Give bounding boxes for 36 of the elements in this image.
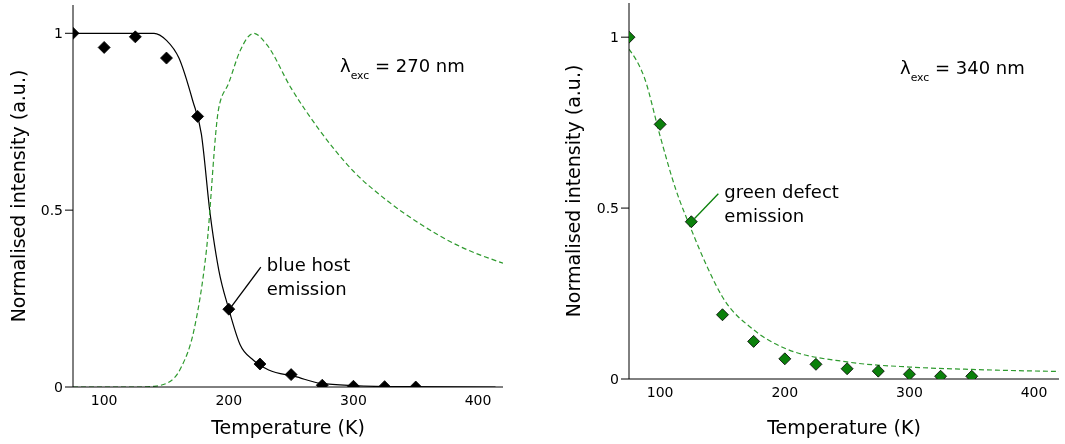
- y-tick-label: 0: [54, 378, 63, 395]
- y-axis-title: Normalised intensity (a.u.): [561, 64, 584, 318]
- point: [840, 362, 854, 376]
- point: [128, 30, 142, 44]
- annotation: blue host emission: [266, 254, 351, 300]
- point: [809, 357, 823, 371]
- point: [653, 117, 667, 131]
- point: [222, 302, 236, 316]
- y-tick-label: 1: [54, 25, 63, 42]
- annotation: λ$_{exc}$ = 270 nm: [340, 55, 465, 82]
- point: [191, 110, 205, 123]
- point: [778, 352, 792, 366]
- x-tick-label: 100: [646, 383, 674, 400]
- y-tick-label: 0: [610, 370, 619, 387]
- x-tick-label: 300: [340, 391, 367, 408]
- x-tick-label: 100: [90, 391, 118, 408]
- y-tick-label: 1: [610, 29, 619, 46]
- x-axis-title: Temperature (K): [766, 416, 921, 438]
- point: [684, 215, 698, 229]
- annotation: green defect emission: [724, 180, 839, 226]
- y-tick-label: 0.5: [596, 200, 619, 217]
- point: [871, 364, 885, 378]
- x-tick-label: 200: [771, 383, 799, 400]
- point: [97, 41, 111, 54]
- point: [160, 51, 173, 65]
- y-axis-title: Normalised intensity (a.u.): [6, 69, 29, 323]
- x-tick-label: 400: [1020, 383, 1048, 400]
- y-tick-label: 0.5: [40, 202, 63, 219]
- x-axis-title: Temperature (K): [210, 416, 365, 438]
- x-tick-label: 400: [464, 391, 492, 408]
- point: [903, 367, 916, 379]
- annotation: λ$_{exc}$ = 340 nm: [900, 57, 1025, 84]
- point: [747, 335, 761, 348]
- point: [716, 308, 729, 322]
- x-tick-label: 200: [215, 391, 243, 408]
- x-tick-label: 300: [896, 383, 923, 400]
